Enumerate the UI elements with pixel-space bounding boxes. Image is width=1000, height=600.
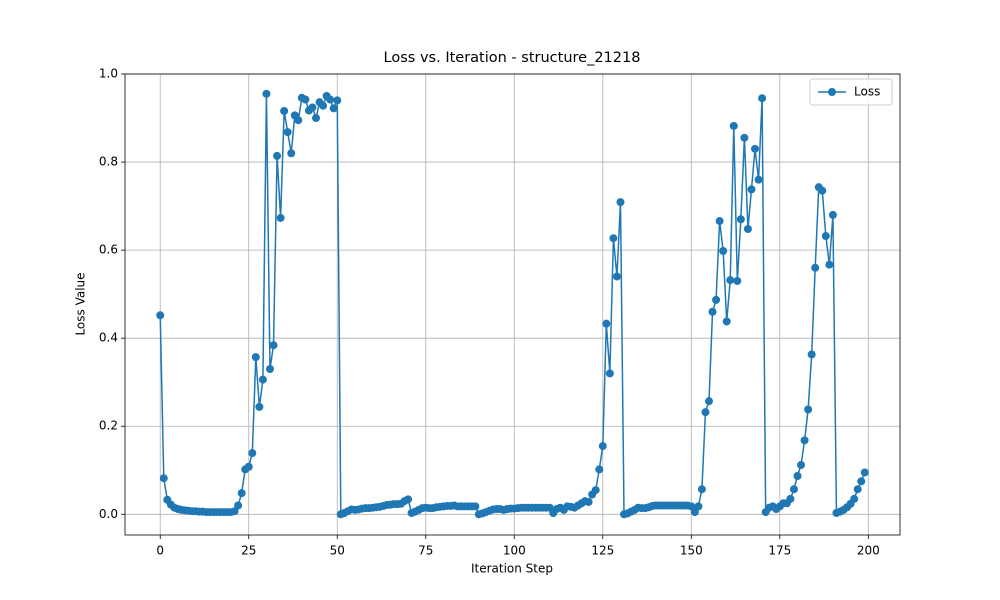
data-point bbox=[471, 502, 480, 511]
data-point bbox=[697, 485, 706, 494]
data-point bbox=[800, 436, 809, 445]
data-point bbox=[262, 89, 271, 98]
y-tick-label: 0.2 bbox=[99, 419, 118, 433]
data-point bbox=[818, 186, 827, 195]
data-point bbox=[729, 121, 738, 130]
x-tick-label: 150 bbox=[680, 544, 703, 558]
data-point bbox=[758, 94, 767, 103]
legend-marker bbox=[828, 88, 836, 96]
data-point bbox=[694, 502, 703, 511]
data-point bbox=[821, 232, 830, 241]
data-point bbox=[853, 485, 862, 494]
y-tick-label: 0.0 bbox=[99, 507, 118, 521]
data-point bbox=[733, 276, 742, 285]
data-point bbox=[591, 486, 600, 495]
data-point bbox=[690, 508, 699, 517]
data-point bbox=[747, 185, 756, 194]
data-point bbox=[156, 311, 165, 320]
legend-label: Loss bbox=[854, 85, 880, 99]
chart-title: Loss vs. Iteration - structure_21218 bbox=[384, 50, 641, 66]
data-point bbox=[273, 151, 282, 160]
data-point bbox=[793, 471, 802, 480]
y-tick-label: 0.8 bbox=[99, 155, 118, 169]
data-point bbox=[248, 449, 257, 458]
y-axis-label: Loss Value bbox=[74, 272, 88, 335]
data-point bbox=[602, 319, 611, 328]
data-point bbox=[308, 103, 317, 112]
data-point bbox=[722, 317, 731, 326]
data-point bbox=[811, 263, 820, 272]
data-point bbox=[807, 350, 816, 359]
data-point bbox=[598, 442, 607, 451]
data-point bbox=[687, 502, 696, 511]
data-point bbox=[616, 198, 625, 207]
x-tick-label: 0 bbox=[156, 544, 164, 558]
x-tick-label: 175 bbox=[768, 544, 791, 558]
x-tick-label: 200 bbox=[857, 544, 880, 558]
x-axis-label: Iteration Step bbox=[471, 562, 553, 576]
data-point bbox=[857, 477, 866, 486]
data-point bbox=[280, 106, 289, 115]
x-tick-label: 25 bbox=[241, 544, 256, 558]
data-point bbox=[237, 489, 246, 498]
data-point bbox=[283, 128, 292, 137]
data-point bbox=[269, 341, 278, 350]
data-point bbox=[797, 460, 806, 469]
x-tick-label: 75 bbox=[418, 544, 433, 558]
data-point bbox=[789, 485, 798, 494]
data-point bbox=[736, 215, 745, 224]
data-point bbox=[786, 494, 795, 503]
data-point bbox=[595, 465, 604, 474]
data-point bbox=[230, 507, 239, 516]
data-point bbox=[258, 375, 267, 384]
data-point bbox=[312, 114, 321, 123]
data-point bbox=[294, 116, 303, 125]
data-point bbox=[329, 104, 338, 113]
data-point bbox=[804, 405, 813, 414]
x-tick-label: 125 bbox=[591, 544, 614, 558]
data-point bbox=[751, 144, 760, 153]
data-point bbox=[609, 234, 618, 243]
data-point bbox=[584, 497, 593, 506]
data-point bbox=[319, 101, 328, 110]
y-tick-label: 0.4 bbox=[99, 331, 118, 345]
data-point bbox=[287, 149, 296, 158]
plot-frame bbox=[124, 73, 901, 536]
data-point bbox=[333, 96, 342, 105]
data-point bbox=[159, 474, 168, 483]
y-tick-label: 0.6 bbox=[99, 243, 118, 257]
data-point bbox=[276, 213, 285, 222]
data-point bbox=[326, 95, 335, 104]
x-tick-label: 50 bbox=[330, 544, 345, 558]
data-point bbox=[265, 365, 274, 374]
data-point bbox=[726, 276, 735, 285]
data-point bbox=[740, 133, 749, 142]
data-point bbox=[850, 494, 859, 503]
data-point bbox=[712, 295, 721, 304]
data-point bbox=[701, 408, 710, 417]
data-point bbox=[301, 95, 310, 104]
data-point bbox=[715, 217, 724, 226]
data-point bbox=[244, 462, 253, 471]
data-point bbox=[255, 402, 264, 411]
data-point bbox=[825, 260, 834, 269]
data-point bbox=[251, 353, 260, 362]
data-point bbox=[708, 307, 717, 316]
data-point bbox=[234, 501, 243, 510]
data-point bbox=[743, 224, 752, 233]
data-point bbox=[719, 247, 728, 256]
data-point bbox=[612, 272, 621, 281]
data-point bbox=[828, 210, 837, 219]
legend-box bbox=[809, 78, 893, 106]
data-point bbox=[404, 495, 413, 504]
data-point bbox=[754, 175, 763, 184]
y-tick-label: 1.0 bbox=[99, 67, 118, 81]
data-point bbox=[605, 369, 614, 378]
data-point bbox=[860, 468, 869, 477]
x-tick-label: 100 bbox=[503, 544, 526, 558]
data-point bbox=[704, 397, 713, 406]
